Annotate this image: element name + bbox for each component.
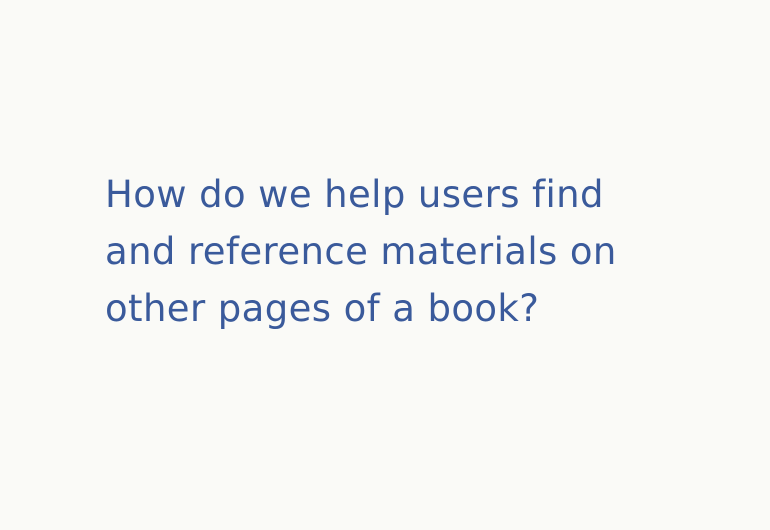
question-line-3: other pages of a book? — [105, 287, 540, 330]
question-line-1: How do we help users find — [105, 173, 604, 216]
question-line-2: and reference materials on — [105, 230, 617, 273]
question-heading: How do we help users find and reference … — [105, 166, 745, 337]
